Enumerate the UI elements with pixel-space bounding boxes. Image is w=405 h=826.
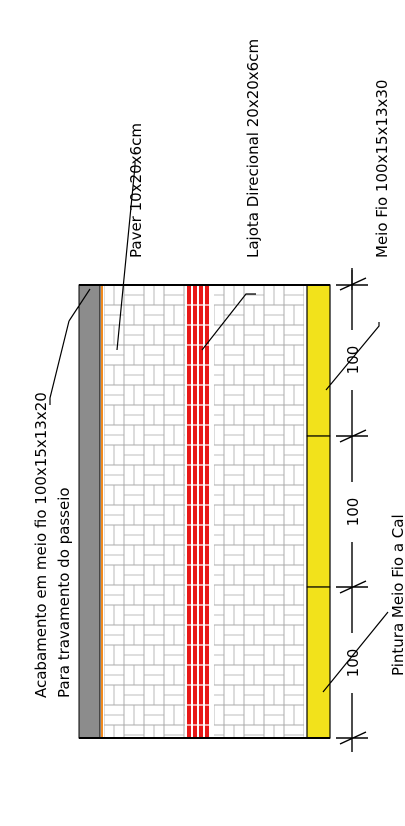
curb-block [306,435,331,588]
tactile-stripe [187,285,191,738]
tactile-label: Lajota Direcional 20x20x6cm [244,39,262,258]
leader-tactile [201,293,256,351]
paver-label: Paver 10x20x6cm [127,123,145,258]
dimension-2: 100 [344,498,362,527]
edge-finish-strip [78,284,101,739]
tactile-stripe [205,285,209,738]
curb-label: Meio Fio 100x15x13x30 [373,80,391,258]
tactile-stripe [199,285,203,738]
paver-pattern [104,285,304,738]
edge-finish-label-line2: Para travamento do passeio [55,487,73,698]
curb-block [306,586,331,739]
edge-finish-label-line1: Acabamento em meio fio 100x15x13x20 [32,392,50,698]
leader-paint [322,611,389,693]
leader-lines [49,162,389,693]
curb-block [306,284,331,437]
tactile-stripe [193,285,197,738]
leader-curb [325,322,380,391]
paint-label: Pintura Meio Fio a Cal [389,514,405,676]
curb-blocks [306,284,331,739]
leader-edge-finish [49,320,70,405]
dimension-3: 100 [344,649,362,678]
leader-paver [116,162,136,351]
